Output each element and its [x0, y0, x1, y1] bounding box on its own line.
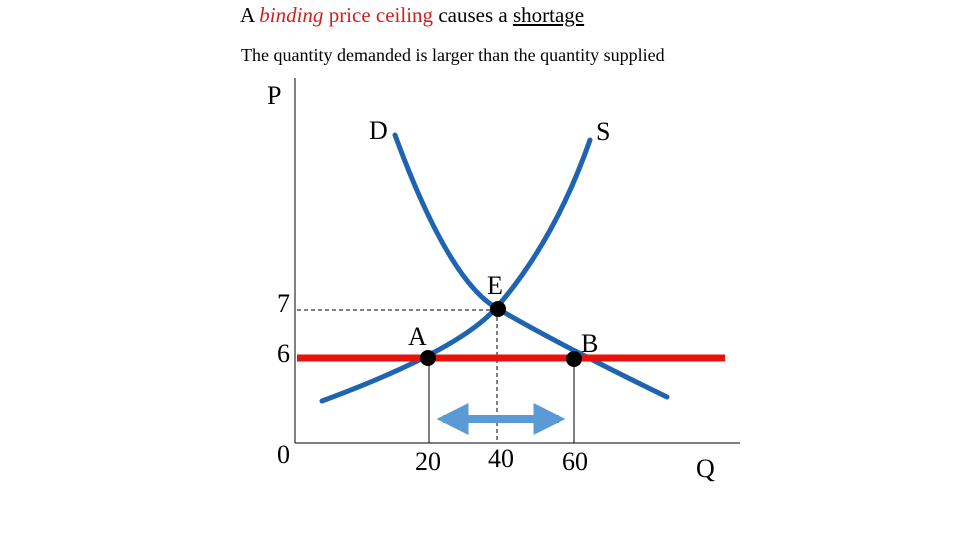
title-part-a: A [240, 3, 260, 27]
equilibrium-label: E [487, 271, 503, 300]
price-tick-6: 6 [277, 339, 290, 368]
quantity-tick-60: 60 [562, 447, 588, 476]
point-a-label: A [408, 322, 427, 351]
price-tick-7: 7 [277, 289, 290, 318]
price-tick-0: 0 [277, 440, 290, 469]
x-axis-label: Q [696, 454, 715, 483]
point-b [566, 351, 582, 367]
quantity-tick-40: 40 [488, 444, 514, 473]
demand-label: D [369, 116, 388, 145]
y-axis-label: P [267, 81, 281, 110]
supply-label: S [596, 117, 610, 146]
title-causes: causes a [433, 3, 513, 27]
slide-subtitle: The quantity demanded is larger than the… [241, 45, 665, 65]
quantity-tick-20: 20 [415, 447, 441, 476]
title-price-ceiling: price ceiling [323, 3, 434, 27]
supply-curve [319, 137, 593, 404]
title-binding: binding price ceiling [259, 3, 433, 27]
equilibrium-point [490, 301, 506, 317]
title-shortage: shortage [512, 3, 585, 27]
title-binding-italic: binding [259, 3, 324, 27]
point-b-label: B [581, 329, 598, 358]
point-a [420, 350, 436, 366]
slide-title: A binding price ceiling causes a shortag… [240, 3, 584, 28]
